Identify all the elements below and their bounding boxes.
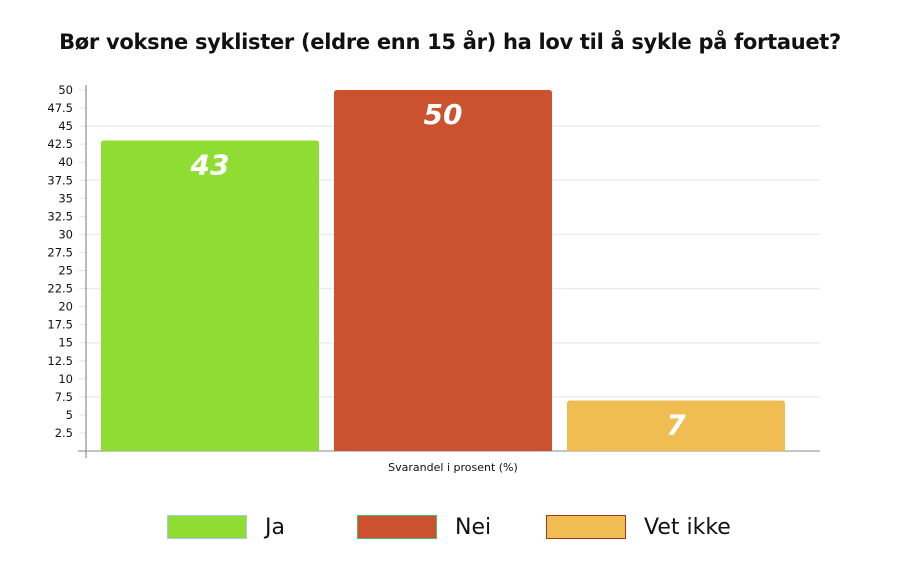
y-tick-label: 37.5	[47, 173, 73, 187]
bar-nei	[334, 90, 552, 451]
data-label: 43	[190, 149, 230, 182]
y-tick-label: 10	[58, 372, 73, 386]
y-tick-label: 32.5	[47, 209, 73, 223]
data-label: 50	[424, 98, 463, 131]
legend-item-vet-ikke[interactable]: Vet ikke	[546, 513, 731, 541]
y-tick-label: 7.5	[55, 390, 73, 404]
bar-ja	[101, 140, 319, 452]
legend-swatch-nei	[357, 515, 437, 539]
x-axis-label: Svarandel i prosent (%)	[388, 461, 518, 474]
y-tick-label: 22.5	[47, 282, 73, 296]
y-tick-label: 40	[58, 155, 73, 169]
legend-label-ja: Ja	[265, 514, 285, 540]
bar-chart: 2.5 5 7.5 10 12.5 15 17.5 20 22.5 25 27.5 30 32.5 35 3…	[47, 83, 820, 474]
y-tick-label: 25	[58, 264, 73, 278]
data-label: 7	[666, 408, 686, 441]
y-tick-label: 2.5	[55, 426, 73, 440]
y-tick-label: 12.5	[47, 354, 73, 368]
legend-label-vet-ikke: Vet ikke	[644, 514, 731, 540]
y-tick-label: 20	[58, 300, 73, 314]
y-tick-label: 47.5	[47, 101, 73, 115]
y-tick-label: 30	[58, 227, 73, 241]
y-tick-label: 45	[58, 119, 73, 133]
legend-label-nei: Nei	[455, 514, 492, 540]
y-tick-label: 17.5	[47, 318, 73, 332]
legend-swatch-vet-ikke	[546, 515, 626, 539]
y-tick-label: 42.5	[47, 137, 73, 151]
y-tick-label: 27.5	[47, 245, 73, 259]
chart-title: Bør voksne syklister (eldre enn 15 år) h…	[59, 30, 841, 54]
legend-item-ja[interactable]: Ja	[167, 513, 285, 541]
legend-item-nei[interactable]: Nei	[357, 513, 491, 541]
y-tick-label: 35	[58, 191, 73, 205]
y-tick-label: 50	[58, 83, 73, 97]
bar-vet-ikke	[567, 400, 785, 451]
y-tick-label: 15	[58, 336, 73, 350]
legend-swatch-ja	[167, 515, 247, 539]
y-tick-label: 5	[66, 408, 73, 422]
